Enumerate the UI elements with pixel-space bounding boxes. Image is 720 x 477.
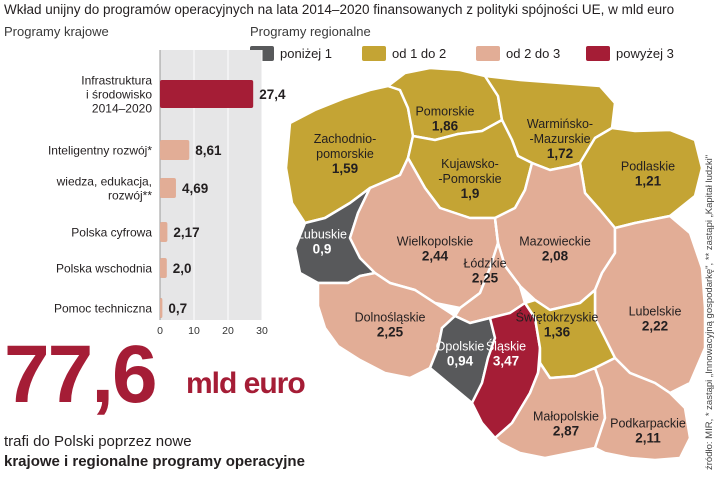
category-label: rozwój**	[108, 189, 152, 203]
legend-swatch	[362, 45, 386, 61]
category-label: i środowisko	[86, 88, 152, 102]
region-name-label: -Pomorskie	[438, 172, 501, 186]
region-value-label: 1,36	[544, 325, 571, 340]
region-name-label: Dolnośląskie	[355, 311, 426, 325]
region-name-label: Pomorskie	[415, 105, 474, 119]
category-label: Polska cyfrowa	[71, 226, 152, 240]
region-name-label: Kujawsko-	[441, 157, 499, 171]
summary-line-2: krajowe i regionalne programy operacyjne	[4, 453, 305, 470]
total-amount: 77,6	[4, 329, 158, 420]
x-tick-label: 0	[157, 325, 163, 337]
region-name-label: Podlaskie	[621, 160, 675, 174]
region-name-label: Warmińsko-	[527, 117, 593, 131]
legend-label: od 2 do 3	[506, 45, 561, 61]
x-tick-label: 20	[222, 325, 234, 337]
bar	[160, 258, 167, 278]
region-value-label: 2,87	[553, 424, 579, 439]
region-name-label: Świętokrzyskie	[516, 310, 599, 325]
region-name-label: Mazowieckie	[519, 235, 591, 249]
source-note: źródło: MIR, * zastąpi „Innowacyjną gosp…	[704, 154, 715, 470]
x-tick-label: 30	[256, 325, 268, 337]
bar-value-label: 8,61	[195, 143, 222, 158]
region-value-label: 0,9	[313, 242, 332, 257]
bar	[160, 80, 254, 108]
region-value-label: 1,72	[547, 146, 573, 161]
region-value-label: 1,59	[332, 161, 358, 176]
legend-label: od 1 do 2	[392, 45, 447, 61]
region-value-label: 2,22	[642, 319, 668, 334]
legend-label: powyżej 3	[616, 45, 674, 61]
bar-value-label: 27,41	[259, 87, 286, 102]
region-value-label: 1,21	[635, 174, 662, 189]
region-name-label: Wielkopolskie	[397, 235, 473, 249]
legend-swatch	[476, 45, 500, 61]
region-name-label: Podkarpackie	[610, 417, 686, 431]
category-label: Inteligentny rozwój*	[48, 144, 152, 158]
category-label: wiedza, edukacja,	[56, 175, 152, 189]
region-name-label: Małopolskie	[533, 410, 599, 424]
regional-programs-header: Programy regionalne	[250, 24, 371, 39]
map-legend: poniżej 1 od 1 do 2 od 2 do 3 powyżej 3	[250, 44, 710, 62]
region-value-label: 2,44	[422, 249, 449, 264]
legend-item-above-3: powyżej 3	[586, 44, 674, 62]
region-podkarpackie	[593, 356, 692, 462]
region-name-label: Zachodnio-	[314, 132, 377, 146]
region-value-label: 1,86	[432, 119, 459, 134]
bar	[160, 178, 176, 198]
national-programs-header: Programy krajowe	[4, 24, 109, 39]
region-name-label: Śląskie	[486, 339, 526, 354]
bar-value-label: 0,7	[168, 301, 187, 316]
category-label: Infrastruktura	[81, 74, 152, 88]
region-value-label: 3,47	[493, 354, 519, 369]
region-value-label: 1,9	[461, 186, 480, 201]
region-value-label: 2,25	[377, 325, 404, 340]
x-tick-label: 10	[188, 325, 200, 337]
legend-item-1-to-2: od 1 do 2	[362, 44, 446, 62]
bar-value-label: 2,17	[173, 225, 199, 240]
region-name-label: Lubelskie	[629, 305, 682, 319]
bar	[160, 222, 168, 242]
region-name-label: Opolskie	[436, 340, 485, 354]
bar	[160, 298, 163, 318]
region-value-label: 2,08	[542, 249, 569, 264]
region-name-label: Lubuskie	[297, 228, 347, 242]
bar	[160, 140, 190, 160]
region-name-label: -Mazurskie	[529, 132, 590, 146]
total-unit: mld euro	[186, 367, 306, 400]
region-malopolskie	[493, 361, 607, 460]
legend-label: poniżej 1	[280, 45, 333, 61]
region-name-label: Łódzkie	[463, 257, 506, 271]
summary-line-1: trafi do Polski poprzez nowe	[4, 433, 192, 450]
chart-title: Wkład unijny do programów operacyjnych n…	[4, 2, 675, 17]
legend-swatch	[586, 45, 610, 61]
category-label: Pomoc techniczna	[54, 302, 152, 316]
region-value-label: 2,25	[472, 271, 499, 286]
category-label: 2014–2020	[92, 102, 152, 116]
region-name-label: pomorskie	[316, 147, 374, 161]
bar-value-label: 2,0	[173, 261, 192, 276]
category-label: Polska wschodnia	[56, 262, 152, 276]
region-value-label: 0,94	[447, 354, 474, 369]
region-value-label: 2,11	[635, 431, 661, 446]
legend-item-2-to-3: od 2 do 3	[476, 44, 560, 62]
bar-value-label: 4,69	[182, 181, 208, 196]
